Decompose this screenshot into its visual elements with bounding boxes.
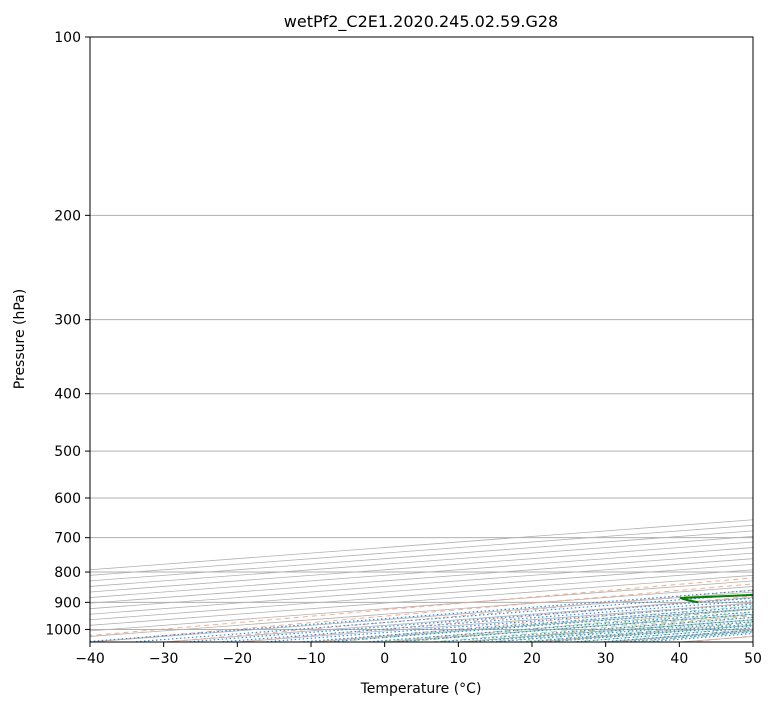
y-tick-label: 500 (54, 444, 81, 460)
isotherm-line (90, 547, 753, 598)
moist-adiabat-line (573, 626, 753, 642)
isotherm-line (679, 636, 753, 642)
moist-adiabat-line (374, 609, 753, 642)
isotherm-line (90, 530, 753, 582)
isotherm-line (90, 569, 753, 621)
moist-adiabat-line (459, 616, 753, 642)
isotherm-line (90, 591, 753, 642)
x-tick-label: 50 (744, 651, 762, 667)
x-axis-label: Temperature (°C) (360, 681, 482, 697)
y-tick-label: 900 (54, 595, 81, 611)
y-tick-label: 600 (54, 491, 81, 507)
y-tick-label: 1000 (45, 622, 81, 638)
isotherm-line (90, 552, 753, 604)
x-tick-label: −20 (223, 651, 253, 667)
isotherm-line (90, 524, 753, 576)
isotherm-line (752, 641, 753, 642)
isotherm-line (384, 613, 753, 642)
dry-adiabat-line (165, 589, 753, 642)
mixing-ratio-line (394, 613, 753, 642)
dry-adiabat-line (538, 621, 753, 642)
x-tick-label: 10 (449, 651, 467, 667)
isotherm-line (90, 536, 753, 587)
dry-adiabat-line (464, 615, 753, 642)
isotherm-line (90, 580, 753, 632)
isotherm-line (237, 602, 753, 642)
isotherm-line (90, 586, 753, 637)
y-tick-label: 200 (54, 208, 81, 224)
mixing-ratio-line (436, 616, 753, 642)
dry-adiabat-line (613, 628, 753, 642)
mixing-ratio-line (218, 600, 753, 642)
dry-adiabat-line (763, 37, 775, 642)
isotherm-line (531, 624, 753, 642)
y-tick-label: 100 (54, 30, 81, 46)
y-tick-label: 800 (54, 565, 81, 581)
mixing-ratio-line (185, 597, 753, 642)
dry-adiabat-line (90, 577, 753, 637)
x-tick-label: 40 (670, 651, 688, 667)
x-tick-label: 30 (597, 651, 615, 667)
y-axis-label: Pressure (hPa) (12, 289, 28, 389)
isotherm-line (90, 541, 753, 593)
y-tick-label: 700 (54, 531, 81, 547)
x-tick-label: −30 (149, 651, 179, 667)
moist-adiabat-line (544, 624, 753, 642)
chart-title: wetPf2_C2E1.2020.245.02.59.G28 (284, 12, 558, 32)
dry-adiabat-line (389, 608, 753, 642)
mixing-ratio-line (262, 603, 753, 642)
axes: −40 −30 −20 −10 0 10 20 30 40 50 100 200 300 400 500 60… (45, 30, 762, 667)
plot-frame (89, 36, 754, 643)
x-tick-label: −40 (75, 651, 105, 667)
isotherm-line (458, 619, 753, 642)
x-tick-label: −10 (296, 651, 326, 667)
x-tick-label: 20 (523, 651, 541, 667)
mixing-ratio-line (299, 606, 753, 642)
mixing-ratio-line (622, 631, 753, 642)
dry-adiabat-line (90, 583, 753, 642)
isotherm-line (90, 558, 753, 610)
isotherm-line (90, 563, 753, 615)
dry-adiabat-line (239, 595, 753, 642)
isotherm-line (163, 597, 753, 642)
plot-background: -100-90-80-70-60-50-40-30-20-10010203040… (90, 37, 775, 642)
moist-adiabat-line (403, 611, 753, 642)
isotherm-line (90, 574, 753, 626)
y-tick-label: 400 (54, 387, 81, 403)
y-tick-label: 300 (54, 313, 81, 329)
isotherm-line (90, 519, 753, 571)
x-tick-label: 0 (380, 651, 389, 667)
